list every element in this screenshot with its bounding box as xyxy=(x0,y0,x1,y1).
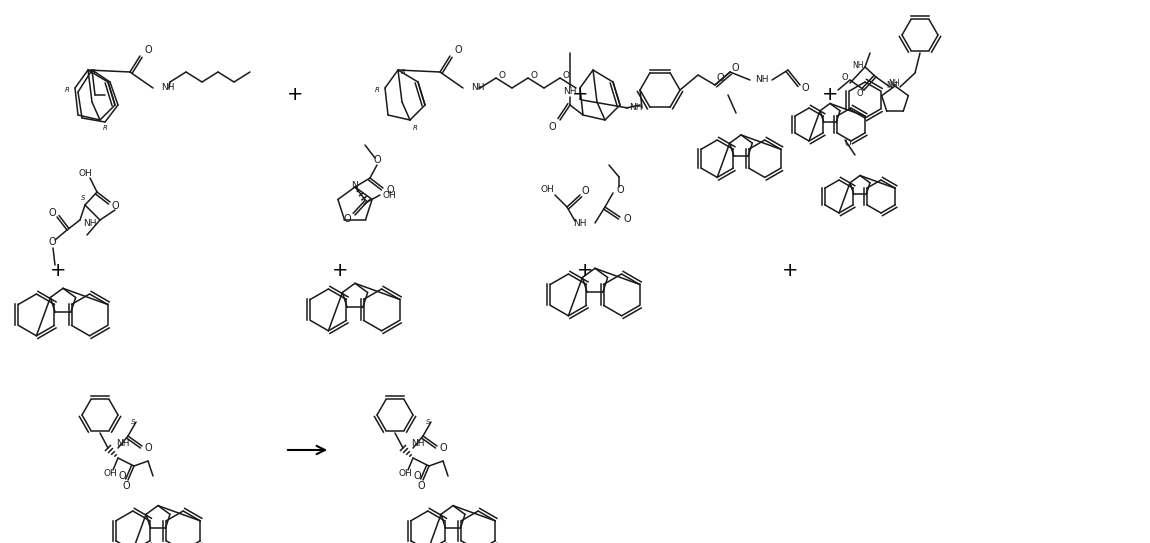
Text: S: S xyxy=(91,69,95,75)
Text: O: O xyxy=(623,214,631,224)
Text: S: S xyxy=(81,195,85,201)
Text: NH: NH xyxy=(629,104,643,112)
Text: O: O xyxy=(616,185,623,195)
Text: O: O xyxy=(144,443,152,453)
Text: NH: NH xyxy=(573,218,586,228)
Text: O: O xyxy=(845,138,851,148)
Text: +: + xyxy=(49,261,67,280)
Text: NH: NH xyxy=(756,75,768,85)
Text: +: + xyxy=(286,85,304,104)
Text: NH: NH xyxy=(564,86,577,96)
Text: O: O xyxy=(122,481,130,491)
Text: O: O xyxy=(118,471,125,481)
Text: O: O xyxy=(842,73,849,81)
Text: O: O xyxy=(374,155,381,165)
Text: S: S xyxy=(400,69,405,75)
Text: O: O xyxy=(48,237,56,247)
Text: OH: OH xyxy=(78,169,92,179)
Text: O: O xyxy=(439,443,447,453)
Text: O: O xyxy=(343,214,351,224)
Text: S: S xyxy=(131,419,136,425)
Text: OH: OH xyxy=(540,186,554,194)
Text: O: O xyxy=(112,201,118,211)
Text: NH: NH xyxy=(887,81,898,91)
Text: +: + xyxy=(331,261,348,280)
Text: OH: OH xyxy=(104,469,117,477)
Text: O: O xyxy=(581,186,589,196)
Text: O: O xyxy=(549,122,555,132)
Text: NH: NH xyxy=(889,79,900,87)
Text: O: O xyxy=(802,83,808,93)
Text: O: O xyxy=(413,471,421,481)
Text: NH: NH xyxy=(472,84,484,92)
Text: R: R xyxy=(375,87,380,93)
Text: +: + xyxy=(822,85,838,104)
Text: NH: NH xyxy=(412,439,424,447)
Text: O: O xyxy=(417,481,424,491)
Text: +: + xyxy=(577,261,593,280)
Text: +: + xyxy=(572,85,589,104)
Text: O: O xyxy=(386,185,393,195)
Text: OH: OH xyxy=(382,191,396,199)
Text: R: R xyxy=(413,125,417,131)
Text: O: O xyxy=(498,71,506,79)
Text: O: O xyxy=(716,73,723,83)
Text: O: O xyxy=(562,71,569,79)
Text: NH: NH xyxy=(852,60,864,70)
Text: +: + xyxy=(782,261,798,280)
Text: NH: NH xyxy=(161,84,175,92)
Text: O: O xyxy=(48,208,56,218)
Text: O: O xyxy=(454,45,462,55)
Text: O: O xyxy=(530,71,537,79)
Text: S: S xyxy=(426,419,430,425)
Text: OH: OH xyxy=(398,469,412,477)
Text: N: N xyxy=(352,181,359,191)
Text: O: O xyxy=(731,63,738,73)
Text: R: R xyxy=(102,125,107,131)
Text: NH: NH xyxy=(83,219,97,229)
Text: O: O xyxy=(144,45,152,55)
Text: R: R xyxy=(64,87,69,93)
Text: O: O xyxy=(857,89,864,98)
Text: NH: NH xyxy=(116,439,130,447)
